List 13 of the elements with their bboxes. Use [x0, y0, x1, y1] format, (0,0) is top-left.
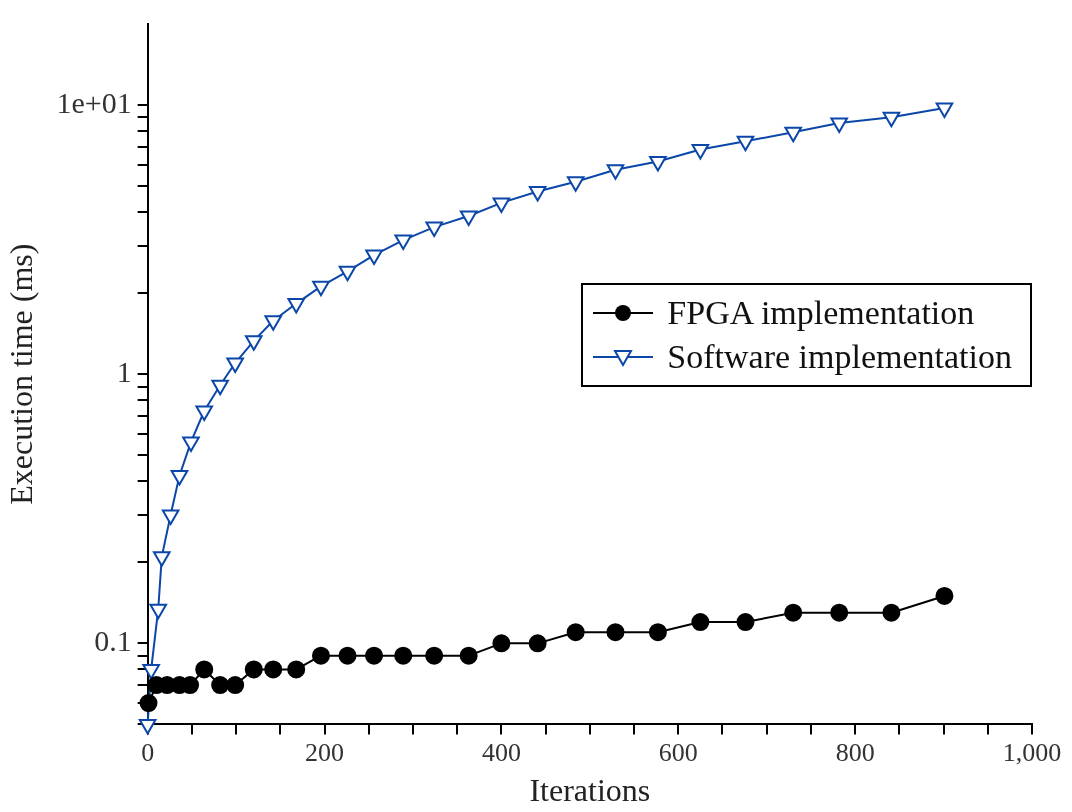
y-axis-title: Execution time (ms) [2, 243, 39, 505]
x-axis-title: Iterations [529, 772, 651, 809]
legend-label: Software implementation [667, 337, 1012, 378]
x-tick-label: 600 [658, 737, 698, 767]
x-tick-label: 400 [481, 737, 521, 767]
y-tick-label: 0.1 [94, 624, 132, 658]
y-tick-label: 1 [116, 355, 132, 389]
x-tick-label: 1,000 [1002, 737, 1062, 767]
x-tick-label: 800 [835, 737, 875, 767]
x-tick-label: 0 [141, 737, 155, 767]
x-tick-label: 200 [305, 737, 345, 767]
legend-label: FPGA implementation [667, 293, 975, 334]
y-tick-label: 1e+01 [56, 85, 132, 119]
